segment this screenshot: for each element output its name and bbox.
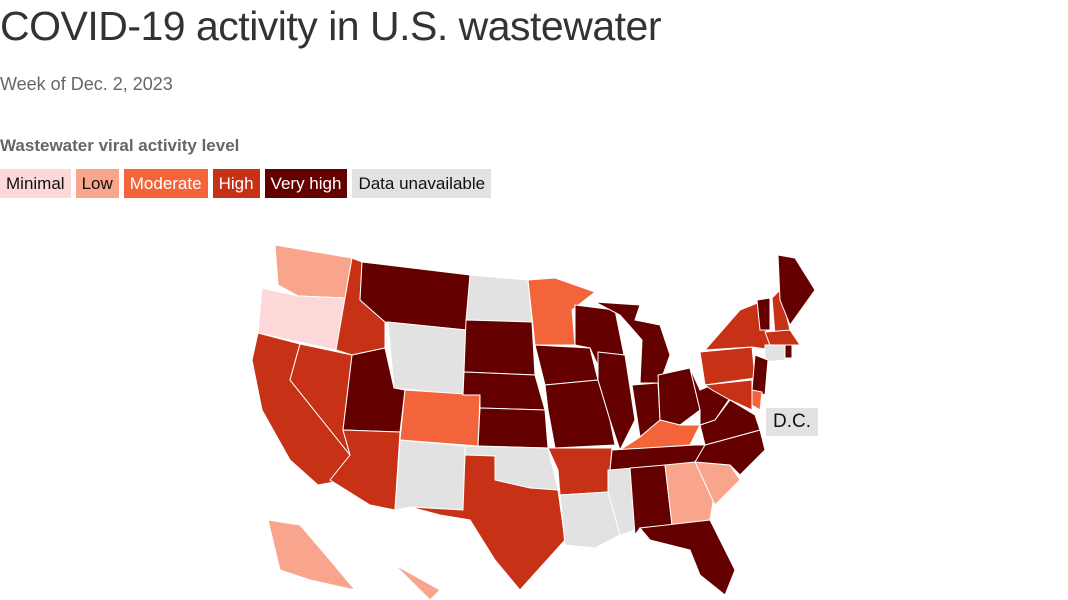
state-md bbox=[703, 379, 753, 411]
state-hi bbox=[394, 564, 441, 600]
state-nd bbox=[465, 274, 533, 323]
state-la bbox=[559, 491, 621, 549]
state-wv bbox=[689, 367, 731, 426]
state-wa bbox=[274, 244, 353, 299]
legend-unavailable: Data unavailable bbox=[352, 169, 492, 198]
state-ia bbox=[534, 344, 599, 386]
state-oh bbox=[657, 367, 701, 426]
legend-low: Low bbox=[75, 169, 119, 198]
state-me bbox=[777, 254, 816, 327]
state-az bbox=[329, 429, 401, 511]
state-nm bbox=[394, 439, 466, 511]
dc-label: D.C. bbox=[766, 408, 818, 436]
state-ma bbox=[764, 329, 801, 346]
page-title: COVID-19 activity in U.S. wastewater bbox=[0, 3, 661, 49]
state-mi bbox=[594, 301, 671, 384]
state-ak bbox=[267, 519, 357, 591]
state-ct bbox=[764, 344, 786, 363]
state-fl bbox=[639, 519, 736, 596]
state-nj bbox=[751, 354, 769, 396]
state-wy bbox=[387, 321, 467, 396]
legend: Minimal Low Moderate High Very high Data… bbox=[0, 169, 492, 198]
legend-moderate: Moderate bbox=[123, 169, 208, 198]
state-al bbox=[629, 464, 673, 537]
state-de bbox=[751, 389, 763, 411]
legend-high: High bbox=[212, 169, 260, 198]
state-pa bbox=[699, 346, 756, 386]
state-ri bbox=[784, 344, 793, 359]
state-vt bbox=[756, 297, 771, 331]
state-co bbox=[399, 389, 481, 447]
state-sd bbox=[463, 319, 536, 376]
legend-very-high: Very high bbox=[264, 169, 348, 198]
legend-title: Wastewater viral activity level bbox=[0, 136, 240, 155]
state-ks bbox=[477, 407, 549, 449]
legend-minimal: Minimal bbox=[0, 169, 71, 198]
state-tx bbox=[409, 454, 566, 591]
subtitle: Week of Dec. 2, 2023 bbox=[0, 74, 173, 94]
